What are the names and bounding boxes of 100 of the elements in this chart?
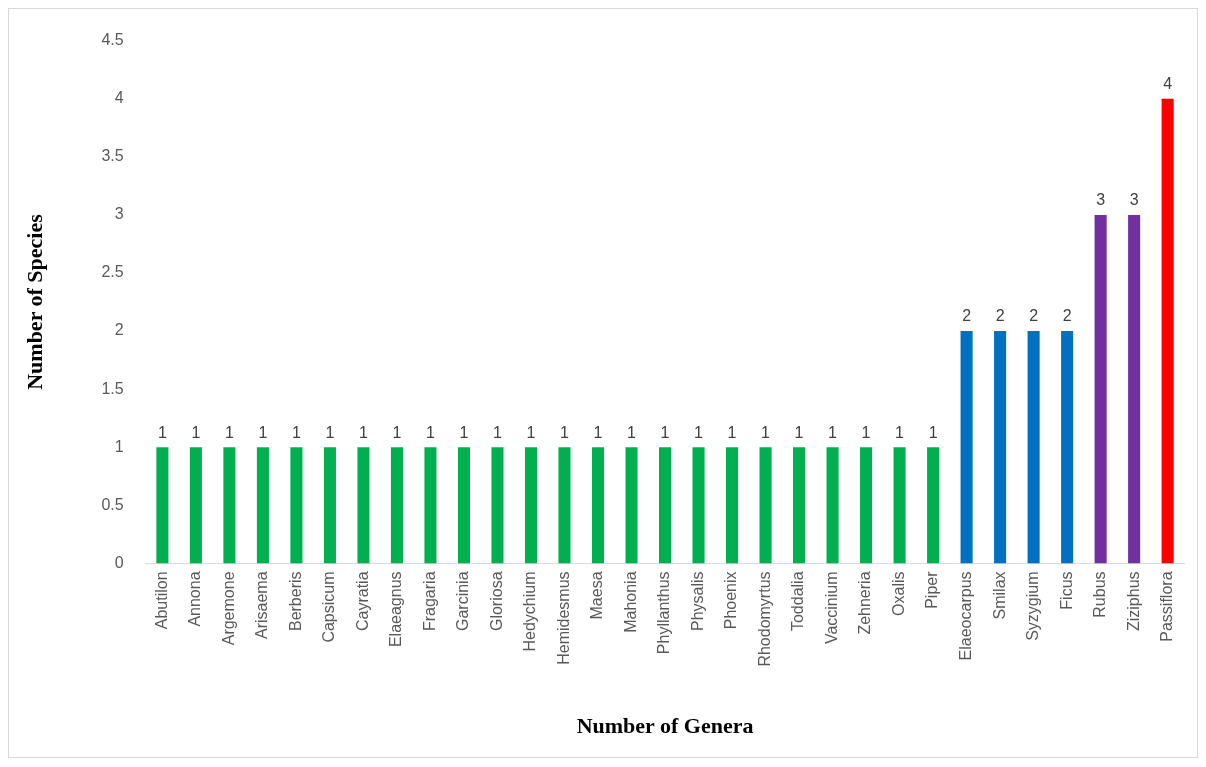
bar <box>591 447 605 564</box>
x-tick-label: Piper <box>923 570 941 609</box>
data-label: 1 <box>727 423 737 441</box>
data-label: 1 <box>224 423 234 441</box>
y-tick-label: 2.5 <box>101 263 124 281</box>
bar <box>1161 98 1174 564</box>
bar <box>692 447 705 564</box>
bar <box>323 447 336 564</box>
x-tick-label: Elaeagnus <box>387 571 405 648</box>
x-tick-label: Garcinia <box>454 571 472 632</box>
data-label: 2 <box>1029 307 1039 325</box>
data-label: 1 <box>358 423 368 441</box>
data-label: 1 <box>325 423 335 441</box>
data-label: 2 <box>995 307 1005 325</box>
x-tick-label: Gloriosa <box>487 571 505 632</box>
x-tick-label: Toddalia <box>789 571 807 632</box>
data-label: 1 <box>426 423 436 441</box>
bar <box>290 447 303 564</box>
data-label: 1 <box>526 423 536 441</box>
bar <box>491 447 504 564</box>
x-tick-label: Vaccinium <box>822 571 840 645</box>
data-label: 1 <box>593 423 603 441</box>
data-label: 2 <box>962 307 972 325</box>
x-tick-label: Ficus <box>1057 571 1075 610</box>
bar <box>256 447 269 564</box>
bar <box>156 447 169 564</box>
data-label: 1 <box>761 423 771 441</box>
y-axis-title: Number of Species <box>21 213 47 390</box>
data-label: 1 <box>861 423 871 441</box>
bar <box>927 447 940 564</box>
data-label: 2 <box>1062 307 1072 325</box>
x-tick-label: Syzygium <box>1024 571 1042 641</box>
bar <box>793 447 806 564</box>
bar <box>1094 214 1107 564</box>
data-label: 1 <box>560 423 570 441</box>
x-tick-label: Rubus <box>1091 571 1109 618</box>
data-label: 1 <box>157 423 167 441</box>
x-axis-title: Number of Genera <box>576 713 754 739</box>
bar <box>558 447 571 564</box>
x-tick-label: Capsicum <box>320 571 338 643</box>
bar <box>1027 331 1040 564</box>
x-tick-label: Fragaria <box>420 571 438 632</box>
bar <box>625 447 638 564</box>
bar <box>893 447 906 564</box>
y-tick-label: 2 <box>114 321 124 339</box>
bar <box>759 447 772 564</box>
x-tick-label: Arisaema <box>253 571 271 640</box>
x-tick-label: Cayratia <box>353 571 371 632</box>
x-tick-label: Argemone <box>219 571 237 646</box>
data-label: 1 <box>191 423 201 441</box>
data-label: 1 <box>258 423 268 441</box>
bar <box>189 447 202 564</box>
data-label: 1 <box>660 423 670 441</box>
data-label: 1 <box>895 423 905 441</box>
x-tick-label: Elaeocarpus <box>957 571 974 661</box>
bar <box>223 447 236 564</box>
bar <box>994 331 1007 564</box>
x-tick-label: Hemidesmus <box>554 571 572 665</box>
bar <box>960 331 973 564</box>
y-tick-label: 4.5 <box>101 31 124 49</box>
bar <box>658 447 672 564</box>
data-label: 1 <box>392 423 402 441</box>
x-tick-label: Zehneria <box>856 571 874 635</box>
x-tick-label: Mahonia <box>621 571 639 633</box>
y-tick-label: 0 <box>114 553 124 571</box>
x-tick-label: Hedychium <box>521 571 539 652</box>
y-tick-label: 3 <box>114 205 124 223</box>
bar <box>524 447 538 564</box>
data-label: 1 <box>291 423 301 441</box>
data-label: 3 <box>1129 191 1139 209</box>
data-label: 3 <box>1096 191 1106 209</box>
data-label: 1 <box>493 423 503 441</box>
x-tick-label: Phoenix <box>722 571 740 630</box>
bar <box>860 447 873 564</box>
bar <box>457 447 470 564</box>
bar <box>424 447 437 564</box>
x-tick-label: Berberis <box>286 571 304 632</box>
x-tick-label: Annona <box>186 571 204 627</box>
bar <box>726 447 739 564</box>
data-label: 4 <box>1163 75 1173 93</box>
bar <box>390 447 403 564</box>
data-label: 1 <box>794 423 804 441</box>
data-label: 1 <box>694 423 704 441</box>
x-tick-label: Physalis <box>688 571 706 632</box>
y-tick-label: 3.5 <box>101 147 124 165</box>
y-tick-label: 4 <box>114 89 124 107</box>
x-tick-label: Phyllanthus <box>655 571 673 655</box>
bar <box>1128 214 1141 564</box>
data-label: 1 <box>928 423 938 441</box>
y-tick-label: 1 <box>114 437 124 455</box>
x-tick-label: Maesa <box>588 571 606 620</box>
bar <box>357 447 370 564</box>
x-tick-label: Smilax <box>990 571 1008 620</box>
data-label: 1 <box>459 423 469 441</box>
x-tick-label: Oxalis <box>889 571 907 616</box>
data-label: 1 <box>627 423 637 441</box>
bar <box>826 447 839 564</box>
x-tick-label: Rhodomyrtus <box>755 571 773 667</box>
data-label: 1 <box>828 423 838 441</box>
x-tick-label: Abutilon <box>152 571 170 630</box>
